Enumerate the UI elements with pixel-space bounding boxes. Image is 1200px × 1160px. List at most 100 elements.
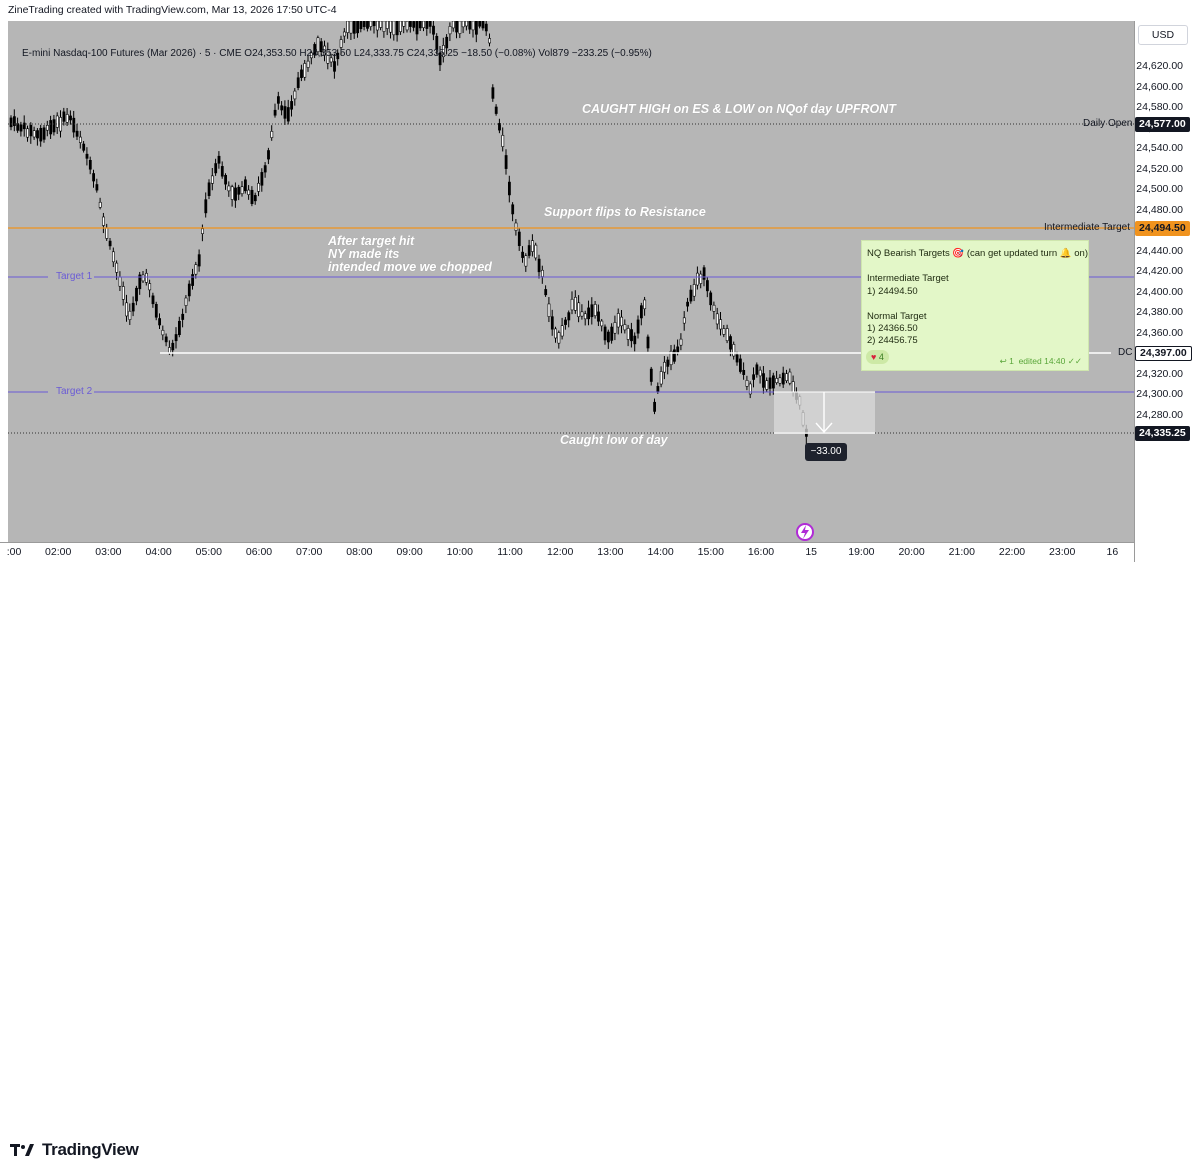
candle — [564, 319, 567, 325]
candle — [600, 320, 604, 327]
candle — [313, 44, 317, 56]
message-card[interactable]: NQ Bearish Targets 🎯 (can get updated tu… — [861, 240, 1089, 371]
annotation-after-target-3[interactable]: intended move we chopped — [328, 260, 492, 274]
candle — [491, 87, 495, 99]
annotation-caught-low[interactable]: Caught low of day — [560, 433, 668, 447]
time-axis[interactable]: :00 02:00 03:00 04:00 05:00 06:00 07:00 08:00 09… — [0, 542, 1134, 563]
candle — [323, 45, 327, 56]
candle — [385, 21, 389, 29]
annotation-after-target-1[interactable]: After target hit — [328, 234, 415, 248]
annotation-after-target-2[interactable]: NY made its — [328, 247, 400, 261]
time-tick: :00 — [6, 546, 22, 558]
candle — [181, 313, 185, 320]
candle — [689, 289, 693, 302]
candle — [725, 328, 729, 342]
candle — [666, 359, 670, 367]
candle — [699, 273, 703, 284]
candle — [567, 312, 571, 321]
currency-button[interactable]: USD — [1138, 25, 1188, 45]
time-tick: 09:00 — [396, 546, 423, 558]
heart-icon: ♥ — [871, 352, 877, 362]
candle — [488, 38, 492, 44]
candle — [197, 254, 201, 267]
time-tick: 02:00 — [45, 546, 72, 558]
candle — [732, 344, 736, 357]
candle — [131, 302, 135, 312]
time-tick: 12:00 — [547, 546, 574, 558]
candle — [346, 21, 350, 33]
candle — [527, 245, 531, 256]
candle — [276, 96, 280, 104]
candle — [517, 231, 521, 246]
candle — [296, 77, 300, 88]
event-flash-bolt — [801, 525, 809, 539]
price-axis[interactable]: 24,620.0024,600.0024,580.0024,560.0024,5… — [1134, 21, 1200, 562]
candle — [220, 166, 224, 177]
price-tick: 24,520.00 — [1136, 162, 1183, 175]
candle — [29, 124, 33, 137]
candle — [498, 123, 501, 131]
card-line-normal-2: 2) 24456.75 — [867, 335, 918, 346]
candle — [422, 21, 426, 29]
candle — [263, 165, 267, 173]
candle — [16, 123, 20, 131]
time-tick: 13:00 — [597, 546, 624, 558]
target2-label: Target 2 — [56, 386, 93, 397]
tradingview-wordmark: TradingView — [42, 1140, 139, 1159]
time-tick: 20:00 — [898, 546, 925, 558]
card-meta: ↩ 1 edited 14:40 ✓✓ — [1000, 356, 1082, 367]
candle — [775, 378, 779, 383]
candle — [399, 21, 402, 32]
candle — [597, 311, 600, 322]
candle — [455, 21, 459, 33]
price-tick: 24,620.00 — [1136, 60, 1183, 72]
candle — [141, 274, 145, 282]
candle — [758, 369, 762, 377]
time-tick: 22:00 — [998, 546, 1026, 558]
candle — [412, 21, 416, 28]
candle — [537, 258, 541, 273]
reaction-chip[interactable]: ♥ 4 — [866, 350, 889, 364]
price-chart[interactable] — [8, 21, 1134, 562]
candle — [501, 135, 505, 147]
candle — [395, 21, 399, 36]
attribution-bar: ZineTrading created with TradingView.com… — [0, 0, 1200, 20]
candle — [471, 21, 475, 31]
candle — [679, 338, 683, 346]
time-tick: 11:00 — [497, 546, 523, 558]
candle — [257, 182, 261, 192]
candle — [573, 296, 577, 311]
candle — [184, 297, 188, 306]
candle — [788, 371, 792, 384]
annotation-caught-high[interactable]: CAUGHT HIGH on ES & LOW on NQof day UPFR… — [582, 102, 896, 116]
candle — [69, 115, 72, 121]
candle — [112, 251, 115, 263]
candle — [230, 186, 234, 200]
candle — [478, 21, 482, 27]
candle — [108, 240, 112, 247]
candle — [415, 21, 419, 35]
time-tick: 03:00 — [95, 546, 122, 558]
tradingview-logo[interactable]: TradingView — [10, 1140, 139, 1160]
candle — [9, 117, 13, 128]
dc-price-label: 24,397.00 — [1135, 346, 1192, 361]
candle — [547, 303, 551, 317]
candle — [342, 31, 346, 37]
candle — [339, 39, 343, 48]
candle — [349, 21, 353, 34]
candle — [432, 25, 435, 35]
candle — [13, 116, 16, 126]
candle — [765, 380, 769, 390]
price-tick: 24,500.00 — [1136, 183, 1183, 195]
candle — [32, 130, 36, 138]
annotation-support-flip[interactable]: Support flips to Resistance — [544, 205, 706, 219]
candle — [465, 21, 468, 27]
candle — [656, 386, 660, 392]
attribution-text: ZineTrading created with TradingView.com… — [8, 4, 337, 16]
candle — [435, 35, 439, 50]
candle — [636, 319, 640, 334]
candle — [672, 349, 676, 362]
candle — [507, 181, 511, 196]
candle — [359, 21, 363, 30]
candle — [309, 52, 313, 59]
